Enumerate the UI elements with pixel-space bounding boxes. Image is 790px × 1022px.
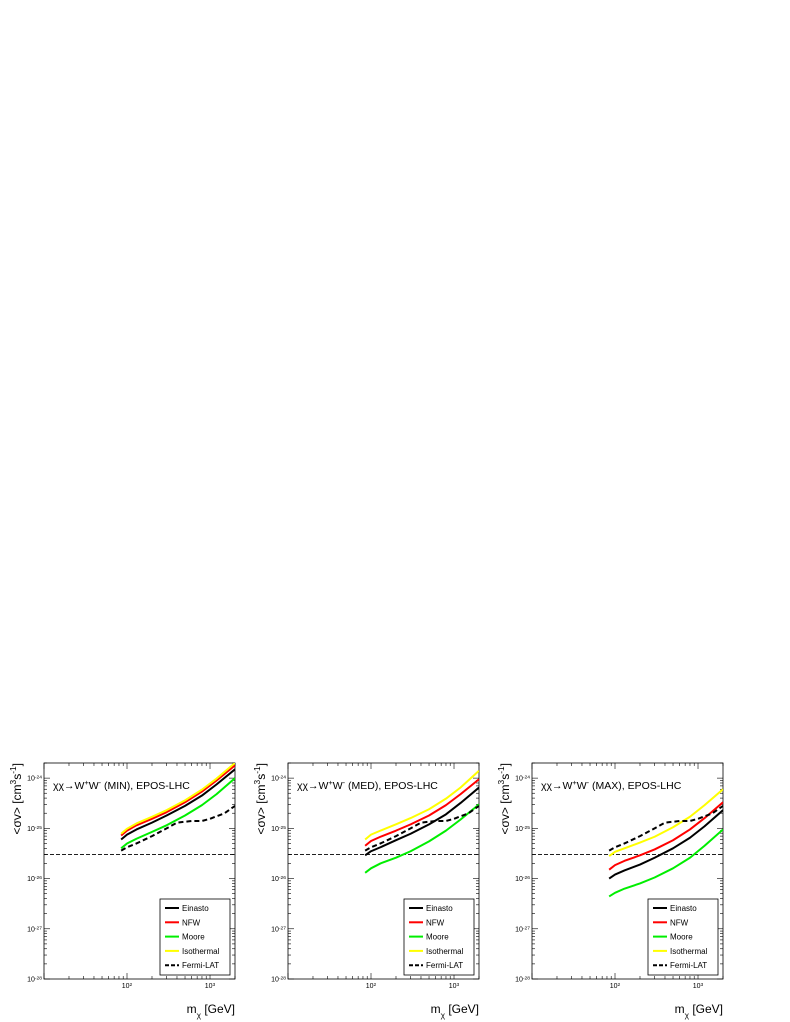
x-ticks	[531, 763, 724, 979]
y-axis-label: <σv> [cm3s-1]	[252, 763, 268, 835]
x-axis-label: mχ [GeV]	[187, 1002, 235, 1020]
legend-label: Fermi-LAT	[426, 961, 463, 970]
y-ticks	[44, 762, 235, 980]
series-line-isothermal	[608, 788, 723, 857]
plot-frame	[531, 762, 724, 980]
series-line-einasto	[120, 768, 235, 841]
legend-label: Moore	[426, 933, 449, 942]
y-tick-label: 10-26	[515, 875, 530, 884]
x-axis-label: mχ [GeV]	[675, 1002, 723, 1020]
x-tick-label: 103	[449, 982, 460, 991]
x-tick-label: 103	[693, 982, 704, 991]
legend: Einasto NFW Moore Isothermal Fermi-LAT	[403, 898, 475, 976]
x-ticks	[287, 763, 480, 979]
series-line-einasto	[608, 809, 723, 880]
series-line-einasto	[364, 786, 479, 857]
x-ticks	[43, 763, 236, 979]
legend-label: Einasto	[182, 904, 209, 913]
y-tick-label: 10-28	[27, 975, 42, 984]
legend-label: NFW	[182, 918, 201, 927]
y-tick-label: 10-27	[27, 925, 42, 934]
x-tick-label: 103	[205, 982, 216, 991]
series-line-nfw	[608, 801, 723, 871]
legend-label: Moore	[182, 933, 205, 942]
chart-panel-min: 102 103 10-28 10-27 10-26 10-25 10-24 χχ→W+W- (…	[8, 762, 236, 1020]
series-group	[608, 788, 723, 898]
series-group	[364, 770, 479, 874]
series-line-moore	[364, 803, 479, 874]
plot-frame	[287, 762, 480, 980]
y-axis-label: <σv> [cm3s-1]	[8, 763, 24, 835]
legend-label: Fermi-LAT	[182, 961, 219, 970]
panel-title: χχ→W+W- (MIN), EPOS-LHC	[53, 778, 190, 793]
y-tick-label: 10-26	[271, 875, 286, 884]
series-line-moore	[120, 777, 235, 850]
y-tick-label: 10-25	[271, 824, 286, 833]
y-axis-label: <σv> [cm3s-1]	[496, 763, 512, 835]
x-axis-label: mχ [GeV]	[431, 1002, 479, 1020]
y-tick-label: 10-24	[515, 774, 530, 783]
y-ticks	[532, 762, 723, 980]
legend-label: Einasto	[426, 904, 453, 913]
panel-title: χχ→W+W- (MAX), EPOS-LHC	[541, 778, 682, 793]
y-tick-label: 10-27	[271, 925, 286, 934]
y-tick-label: 10-26	[27, 875, 42, 884]
legend: Einasto NFW Moore Isothermal Fermi-LAT	[159, 898, 231, 976]
legend-label: Moore	[670, 933, 693, 942]
y-tick-label: 10-28	[515, 975, 530, 984]
y-tick-label: 10-25	[515, 824, 530, 833]
legend-label: Einasto	[670, 904, 697, 913]
legend-label: Isothermal	[426, 947, 464, 956]
legend-label: Isothermal	[670, 947, 708, 956]
chart-panel-max: 102 103 10-28 10-27 10-26 10-25 10-24 χχ→W+W- (…	[496, 762, 724, 1020]
y-tick-label: 10-28	[271, 975, 286, 984]
y-tick-label: 10-25	[27, 824, 42, 833]
plot-frame	[43, 762, 236, 980]
chart-panel-med: 102 103 10-28 10-27 10-26 10-25 10-24 χχ→W+W- (…	[252, 762, 480, 1020]
series-line-nfw	[120, 764, 235, 837]
legend-label: Fermi-LAT	[670, 961, 707, 970]
series-line-nfw	[364, 778, 479, 847]
legend: Einasto NFW Moore Isothermal Fermi-LAT	[647, 898, 719, 976]
legend-label: Isothermal	[182, 947, 220, 956]
x-tick-label: 102	[122, 982, 133, 991]
y-ticks	[288, 762, 479, 980]
panel-title: χχ→W+W- (MED), EPOS-LHC	[297, 778, 438, 793]
x-tick-label: 102	[366, 982, 377, 991]
x-tick-label: 102	[610, 982, 621, 991]
series-group	[120, 763, 235, 852]
legend-label: NFW	[426, 918, 445, 927]
y-tick-label: 10-24	[27, 774, 42, 783]
series-line-isothermal	[120, 763, 235, 835]
y-tick-label: 10-27	[515, 925, 530, 934]
y-tick-label: 10-24	[271, 774, 286, 783]
series-line-moore	[608, 828, 723, 898]
series-line-isothermal	[364, 770, 479, 841]
legend-label: NFW	[670, 918, 689, 927]
